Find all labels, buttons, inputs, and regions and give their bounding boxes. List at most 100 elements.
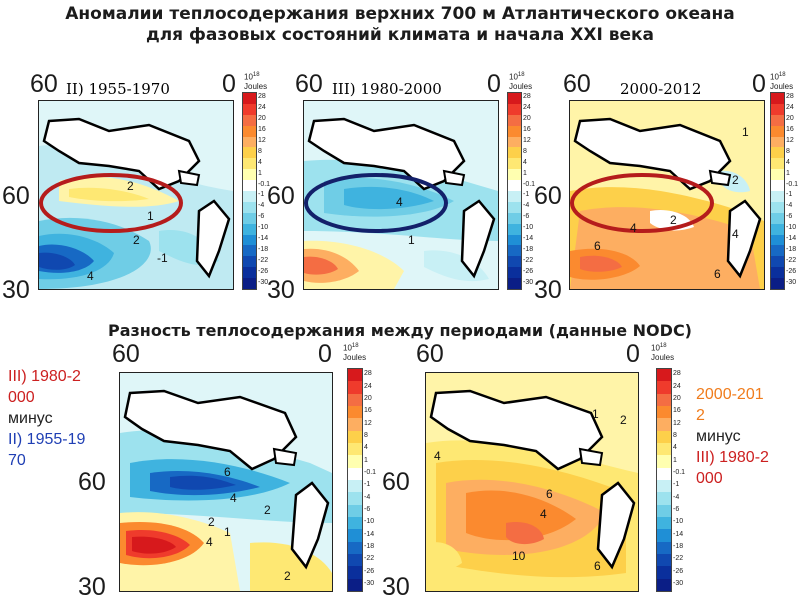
contour-label: 2 — [732, 173, 739, 187]
lat-60-label: 60 — [534, 182, 562, 210]
colorbar-tick-label: 12 — [673, 419, 681, 427]
colorbar-segment — [771, 245, 784, 257]
colorbar-segment — [348, 492, 362, 506]
colorbar-tick-label: 1 — [523, 169, 527, 177]
colorbar-tick-label: -6 — [523, 213, 530, 221]
colorbar-tick-label: 24 — [673, 382, 681, 390]
contour-label: 4 — [230, 491, 237, 505]
colorbar-segment — [771, 93, 784, 105]
lon-0-label: 0 — [318, 340, 332, 368]
colorbar-segment — [771, 191, 784, 203]
colorbar-segment — [508, 212, 521, 225]
colorbar-segment — [348, 443, 362, 456]
contour-label: 2 — [127, 179, 134, 193]
colorbar-segment — [508, 125, 521, 138]
colorbar-tick-label: -22 — [364, 555, 375, 563]
colorbar-tick-label: 24 — [786, 104, 794, 112]
colorbar-tick-label: 16 — [786, 126, 794, 134]
colorbar-tick-label: -22 — [523, 256, 534, 264]
lat-30-label: 30 — [78, 573, 106, 601]
contour-label: 10 — [512, 549, 526, 563]
colorbar-tick-label: -6 — [673, 505, 680, 513]
colorbar-tick-label: -4 — [673, 493, 680, 501]
colorbar-segment — [657, 393, 671, 407]
colorbar-segment — [348, 467, 362, 481]
contour-label: 4 — [206, 535, 213, 549]
colorbar — [656, 368, 672, 592]
lat-60-label: 60 — [2, 182, 30, 210]
colorbar-segment — [348, 504, 362, 518]
colorbar-tick-label: 28 — [786, 93, 794, 101]
lon-0-label: 0 — [487, 70, 501, 98]
colorbar-tick-label: 20 — [364, 394, 372, 402]
colorbar-tick-label: -1 — [258, 191, 265, 199]
colorbar-segment — [771, 234, 784, 246]
colorbar-tick-label: 1 — [673, 456, 677, 464]
contour-label: 1 — [408, 233, 415, 247]
colorbar-tick-label: 28 — [673, 370, 681, 378]
lat-60-label: 60 — [267, 182, 295, 210]
colorbar-tick-label: -10 — [364, 518, 375, 526]
colorbar-segment — [771, 180, 784, 192]
colorbar-tick-label: 12 — [523, 137, 531, 144]
colorbar-tick-label: -1 — [786, 191, 793, 199]
colorbar-segment — [243, 114, 256, 127]
colorbar-segment — [657, 369, 671, 382]
lat-30-label: 30 — [382, 573, 410, 601]
colorbar-segment — [243, 136, 256, 148]
colorbar-segment — [657, 467, 671, 481]
colorbar-segment — [243, 267, 256, 279]
colorbar-tick-label: 28 — [258, 93, 266, 101]
colorbar-tick-label: -14 — [364, 530, 375, 538]
colorbar — [770, 92, 785, 290]
contour-label: 4 — [87, 269, 94, 283]
colorbar-segment — [508, 147, 521, 159]
colorbar-ticks: 28 24 20 16 12 8 4 1 -0.1 -1 -4 -6 -10 -14 -18 -22 -26 -3… — [364, 368, 394, 590]
colorbar-tick-label: 16 — [523, 126, 531, 134]
colorbar-tick-label: 8 — [258, 147, 262, 155]
contour-label: -1 — [157, 251, 168, 265]
colorbar-segment — [771, 223, 784, 236]
lon-60-label: 60 — [30, 70, 58, 98]
colorbar-tick-label: -4 — [786, 202, 793, 210]
colorbar-tick-label: 12 — [258, 137, 266, 144]
colorbar-unit: 1018 Joules — [343, 343, 367, 362]
colorbar-tick-label: 24 — [258, 104, 266, 112]
lat-30-label: 30 — [267, 276, 295, 304]
colorbar-segment — [243, 234, 256, 246]
colorbar-segment — [348, 430, 362, 444]
lon-0-label: 0 — [626, 340, 640, 368]
colorbar-segment — [243, 256, 256, 268]
contour-label: 2 — [284, 569, 291, 583]
colorbar-tick-label: -30 — [673, 579, 684, 587]
contour-label: 4 — [630, 221, 637, 235]
colorbar-tick-label: 4 — [258, 158, 262, 166]
colorbar-tick-label: 16 — [673, 407, 681, 415]
page-title: Аномалии теплосодержания верхних 700 м А… — [0, 4, 800, 46]
colorbar-tick-label: -0.1 — [364, 468, 377, 476]
contour-label: 2 — [670, 213, 677, 227]
colorbar-segment — [771, 201, 784, 214]
colorbar-segment — [771, 114, 784, 127]
colorbar-segment — [657, 443, 671, 456]
colorbar-tick-label: 4 — [364, 444, 368, 452]
colorbar-tick-label: 24 — [523, 104, 531, 112]
colorbar-tick-label: -10 — [258, 224, 269, 232]
colorbar-segment — [243, 180, 256, 192]
colorbar-ticks: 28 24 20 16 12 8 4 1 -0.1 -1 -4 -6 -10 -14 -18 -22 -26 -3… — [673, 368, 693, 590]
colorbar-segment — [657, 455, 671, 469]
title-line-1: Аномалии теплосодержания верхних 700 м А… — [65, 4, 735, 24]
colorbar-segment — [243, 223, 256, 236]
colorbar-tick-label: 20 — [258, 115, 266, 123]
colorbar-segment — [771, 136, 784, 148]
colorbar-unit: 1018 Joules — [244, 72, 268, 91]
heat-map: 4 1 — [303, 100, 499, 290]
colorbar-tick-label: -26 — [258, 267, 269, 275]
contour-label: 6 — [714, 267, 721, 281]
colorbar-tick-label: -1 — [523, 191, 530, 199]
colorbar-segment — [508, 158, 521, 170]
colorbar-segment — [508, 278, 521, 290]
colorbar-segment — [508, 136, 521, 148]
colorbar-tick-label: -22 — [786, 256, 797, 264]
colorbar-segment — [348, 566, 362, 580]
